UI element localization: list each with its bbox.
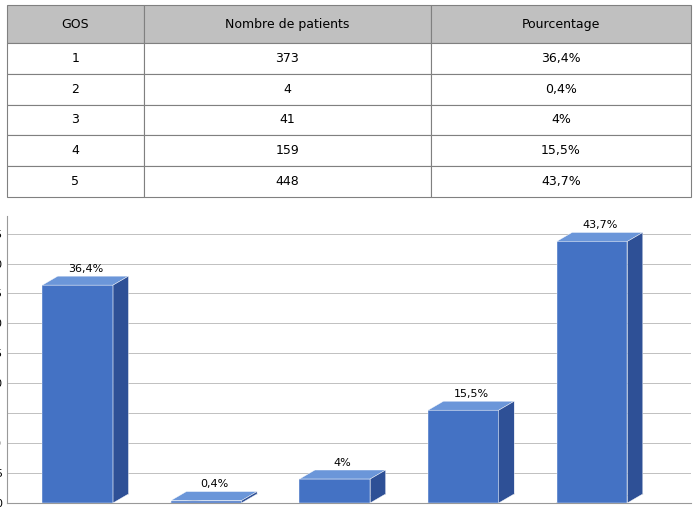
Polygon shape xyxy=(628,233,643,503)
Text: 43,7%: 43,7% xyxy=(582,220,618,230)
Polygon shape xyxy=(499,401,514,503)
Polygon shape xyxy=(171,500,242,503)
Polygon shape xyxy=(428,401,514,410)
Polygon shape xyxy=(299,479,370,503)
Text: 4%: 4% xyxy=(334,458,352,468)
Polygon shape xyxy=(557,241,628,503)
Text: 36,4%: 36,4% xyxy=(68,264,103,274)
Polygon shape xyxy=(242,492,257,503)
Polygon shape xyxy=(557,233,643,241)
Polygon shape xyxy=(428,410,499,503)
Polygon shape xyxy=(43,276,128,285)
Polygon shape xyxy=(113,276,128,503)
Text: 0,4%: 0,4% xyxy=(200,479,228,489)
Text: 15,5%: 15,5% xyxy=(454,389,489,399)
Polygon shape xyxy=(43,285,113,503)
Polygon shape xyxy=(370,470,385,503)
Polygon shape xyxy=(171,492,257,500)
Polygon shape xyxy=(299,470,385,479)
